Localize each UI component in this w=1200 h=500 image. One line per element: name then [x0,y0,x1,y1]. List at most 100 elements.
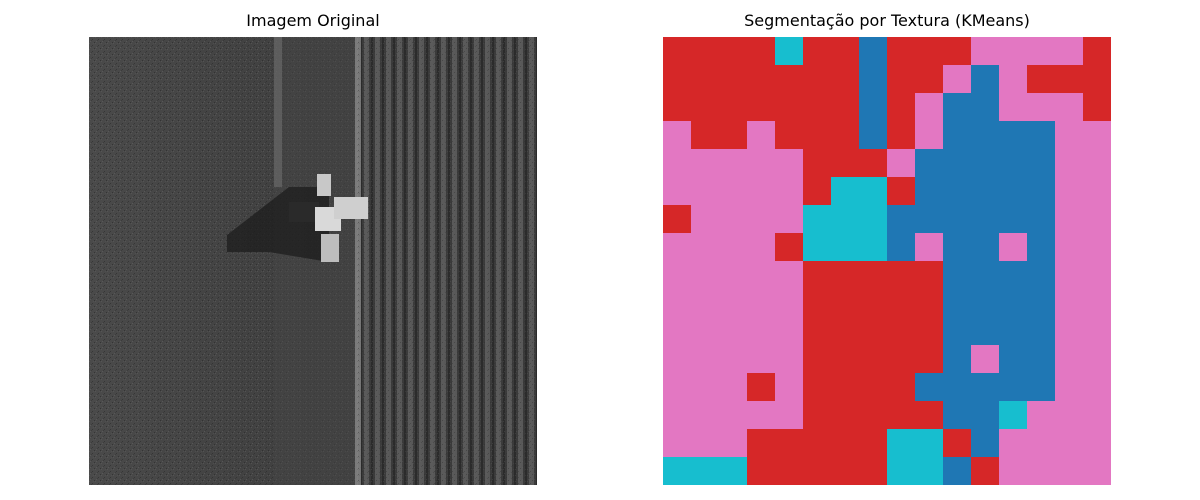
segment-cell-r14-c7 [859,429,888,458]
segment-cell-r14-c6 [831,429,860,458]
segment-cell-r1-c0 [663,65,692,94]
segment-cell-r11-c3 [747,345,776,374]
segment-cell-r2-c13 [1027,93,1056,122]
segment-cell-r12-c9 [915,373,944,402]
segment-cell-r5-c13 [1027,177,1056,206]
segment-cell-r8-c11 [971,261,1000,290]
segment-cell-r14-c1 [691,429,720,458]
segment-cell-r6-c2 [719,205,748,234]
segment-cell-r1-c12 [999,65,1028,94]
segment-cell-r14-c10 [943,429,972,458]
segment-cell-r8-c1 [691,261,720,290]
segment-cell-r10-c15 [1083,317,1111,346]
segment-cell-r8-c5 [803,261,832,290]
segment-cell-r11-c4 [775,345,804,374]
segment-cell-r4-c1 [691,149,720,178]
segment-cell-r10-c14 [1055,317,1084,346]
segment-cell-r4-c6 [831,149,860,178]
segment-cell-r12-c12 [999,373,1028,402]
segment-cell-r13-c14 [1055,401,1084,430]
segment-cell-r2-c11 [971,93,1000,122]
segment-cell-r15-c11 [971,457,1000,485]
segment-cell-r11-c8 [887,345,916,374]
segment-cell-r13-c2 [719,401,748,430]
segment-cell-r7-c11 [971,233,1000,262]
segment-cell-r14-c12 [999,429,1028,458]
segment-cell-r3-c5 [803,121,832,150]
segment-cell-r5-c14 [1055,177,1084,206]
segment-cell-r1-c11 [971,65,1000,94]
segment-cell-r0-c4 [775,37,804,66]
segment-cell-r12-c0 [663,373,692,402]
segment-cell-r15-c3 [747,457,776,485]
segment-cell-r7-c4 [775,233,804,262]
segment-cell-r4-c5 [803,149,832,178]
segment-cell-r10-c9 [915,317,944,346]
segment-cell-r1-c1 [691,65,720,94]
segment-cell-r5-c5 [803,177,832,206]
segment-cell-r3-c4 [775,121,804,150]
segment-cell-r11-c13 [1027,345,1056,374]
segment-cell-r13-c15 [1083,401,1111,430]
segment-cell-r10-c8 [887,317,916,346]
segment-cell-r10-c1 [691,317,720,346]
segment-cell-r2-c3 [747,93,776,122]
segment-cell-r3-c10 [943,121,972,150]
segment-cell-r11-c10 [943,345,972,374]
segmentation-grid [663,37,1111,485]
segment-cell-r13-c10 [943,401,972,430]
segment-cell-r9-c9 [915,289,944,318]
segment-cell-r14-c3 [747,429,776,458]
segment-cell-r5-c0 [663,177,692,206]
segment-cell-r10-c10 [943,317,972,346]
segment-cell-r12-c11 [971,373,1000,402]
segment-cell-r10-c0 [663,317,692,346]
segment-cell-r10-c4 [775,317,804,346]
segment-cell-r3-c14 [1055,121,1084,150]
segment-cell-r12-c5 [803,373,832,402]
segment-cell-r0-c7 [859,37,888,66]
segment-cell-r10-c13 [1027,317,1056,346]
segment-cell-r15-c7 [859,457,888,485]
segment-cell-r8-c14 [1055,261,1084,290]
segment-cell-r9-c7 [859,289,888,318]
segment-cell-r4-c8 [887,149,916,178]
segment-cell-r10-c5 [803,317,832,346]
segmentation-map [663,37,1111,485]
segment-cell-r1-c14 [1055,65,1084,94]
segment-cell-r6-c11 [971,205,1000,234]
segment-cell-r9-c13 [1027,289,1056,318]
segment-cell-r1-c4 [775,65,804,94]
segment-cell-r5-c3 [747,177,776,206]
segment-cell-r9-c14 [1055,289,1084,318]
segment-cell-r0-c0 [663,37,692,66]
segment-cell-r5-c2 [719,177,748,206]
segment-cell-r0-c14 [1055,37,1084,66]
segment-cell-r4-c2 [719,149,748,178]
segment-cell-r7-c1 [691,233,720,262]
segment-cell-r6-c6 [831,205,860,234]
segment-cell-r0-c13 [1027,37,1056,66]
segment-cell-r0-c6 [831,37,860,66]
segment-cell-r10-c3 [747,317,776,346]
segment-cell-r8-c3 [747,261,776,290]
segment-cell-r10-c11 [971,317,1000,346]
segment-cell-r5-c9 [915,177,944,206]
segment-cell-r4-c7 [859,149,888,178]
segmentation-title: Segmentação por Textura (KMeans) [744,11,1030,30]
segment-cell-r7-c12 [999,233,1028,262]
segment-cell-r1-c13 [1027,65,1056,94]
segment-cell-r2-c12 [999,93,1028,122]
segment-cell-r8-c4 [775,261,804,290]
segment-cell-r2-c9 [915,93,944,122]
segment-cell-r15-c9 [915,457,944,485]
segment-cell-r15-c1 [691,457,720,485]
segment-cell-r12-c8 [887,373,916,402]
segment-cell-r0-c12 [999,37,1028,66]
segment-cell-r11-c6 [831,345,860,374]
segment-cell-r4-c4 [775,149,804,178]
segment-cell-r3-c3 [747,121,776,150]
segment-cell-r13-c11 [971,401,1000,430]
segment-cell-r11-c5 [803,345,832,374]
segment-cell-r3-c6 [831,121,860,150]
